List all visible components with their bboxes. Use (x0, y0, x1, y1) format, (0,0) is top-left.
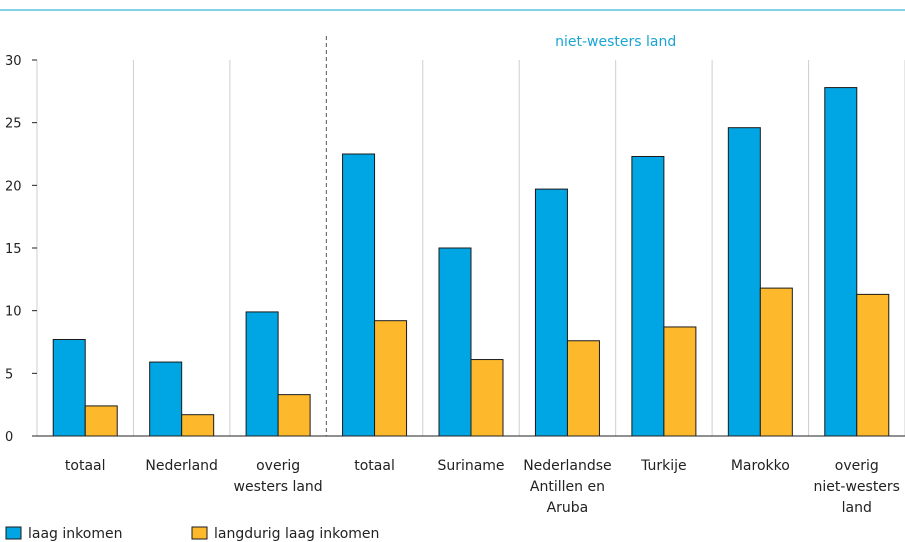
legend-label: langdurig laag inkomen (214, 526, 379, 542)
y-tick-label: 25 (5, 117, 22, 132)
y-tick-label: 20 (5, 179, 22, 194)
x-category-label: Nederlandse (523, 458, 611, 474)
bar-laag-inkomen (438, 247, 472, 437)
x-category-label: Nederland (145, 458, 218, 474)
bar-langdurig-laag-inkomen (84, 405, 118, 437)
bar-langdurig-laag-inkomen (663, 326, 697, 437)
bar-laag-inkomen (631, 156, 665, 437)
x-category-label: land (842, 500, 872, 516)
x-category-label: Antillen en (530, 479, 605, 495)
bar-langdurig-laag-inkomen (181, 414, 215, 437)
y-tick-label: 0 (5, 430, 13, 445)
legend-swatch (5, 526, 22, 540)
y-tick-label: 30 (5, 54, 22, 69)
bar-laag-inkomen (149, 361, 183, 437)
legend-swatch (191, 526, 208, 540)
x-category-label: Aruba (547, 500, 589, 516)
y-tick-label: 5 (5, 367, 13, 382)
group-label: niet-westers land (555, 34, 676, 50)
legend: laag inkomen langdurig laag inkomen (5, 526, 379, 542)
x-category-label: totaal (354, 458, 395, 474)
x-category-label: westers land (234, 479, 323, 495)
bar-langdurig-laag-inkomen (374, 320, 408, 437)
y-tick-label: 15 (5, 242, 22, 257)
bar-laag-inkomen (342, 153, 376, 437)
x-category-label: totaal (65, 458, 106, 474)
bar-laag-inkomen (727, 127, 761, 437)
x-category-label: Suriname (437, 458, 504, 474)
bar-langdurig-laag-inkomen (856, 293, 890, 437)
legend-label: laag inkomen (28, 526, 122, 542)
x-category-label: Marokko (731, 458, 790, 474)
bar-laag-inkomen (245, 311, 279, 437)
bar-laag-inkomen (534, 188, 568, 437)
x-category-label: niet-westers (814, 479, 900, 495)
bar-laag-inkomen (52, 338, 86, 437)
bars (52, 87, 890, 437)
bar-langdurig-laag-inkomen (759, 287, 793, 437)
bar-laag-inkomen (824, 87, 858, 437)
x-category-label: Turkije (640, 458, 687, 474)
x-category-label: overig (835, 458, 879, 474)
x-category-label: overig (256, 458, 300, 474)
y-axis: 0 5 10 15 20 25 30 (5, 54, 37, 445)
bar-langdurig-laag-inkomen (566, 340, 600, 437)
x-axis-labels: totaal Nederland overig westers land totaal S… (65, 458, 900, 516)
y-tick-label: 10 (5, 305, 22, 320)
bar-langdurig-laag-inkomen (277, 394, 311, 437)
bar-langdurig-laag-inkomen (470, 359, 504, 437)
